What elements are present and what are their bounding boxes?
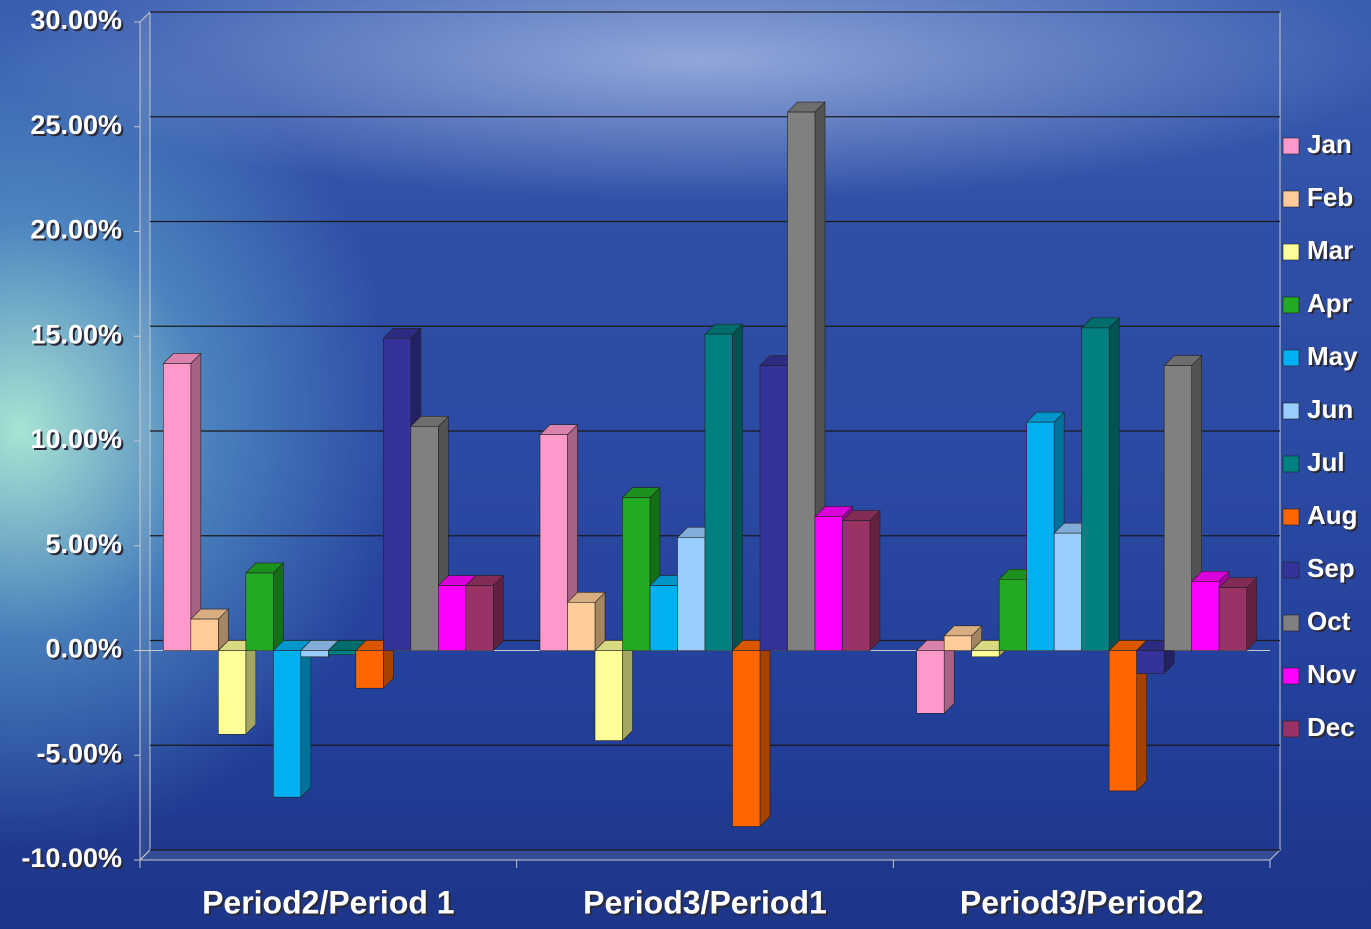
- bar: [677, 537, 706, 651]
- bar: [704, 333, 733, 651]
- side-wall: [139, 10, 151, 862]
- bar: [732, 650, 761, 827]
- legend-label: Jul: [1307, 447, 1345, 477]
- bar-side: [1246, 576, 1257, 652]
- legend-swatch: [1282, 508, 1300, 526]
- bar: [594, 650, 623, 741]
- x-tick-label: Period3/Period1: [583, 884, 827, 920]
- bar: [787, 111, 816, 651]
- bar: [943, 635, 972, 651]
- bar-side: [273, 562, 284, 652]
- bar: [1218, 587, 1247, 651]
- y-tick-label: -10.00%: [21, 843, 122, 873]
- legend-swatch: [1282, 349, 1300, 367]
- bar-side: [190, 352, 202, 652]
- bar: [465, 585, 494, 651]
- legend-label: Jan: [1307, 129, 1352, 159]
- legend-swatch: [1282, 402, 1300, 420]
- bar-side: [869, 509, 881, 652]
- bar-side: [943, 639, 955, 715]
- bar: [842, 520, 871, 651]
- bar: [1026, 421, 1055, 651]
- bar: [814, 516, 843, 651]
- bar: [190, 618, 219, 651]
- bar: [163, 363, 192, 651]
- legend-swatch: [1282, 720, 1300, 738]
- legend-label: Nov: [1307, 659, 1357, 689]
- legend-label: Oct: [1307, 606, 1351, 636]
- x-tick-label: Period2/Period 1: [202, 884, 455, 920]
- y-tick-label: 15.00%: [30, 319, 122, 349]
- bar: [539, 434, 568, 651]
- bar: [1108, 650, 1137, 792]
- legend-swatch: [1282, 243, 1300, 261]
- bar: [355, 650, 384, 689]
- bar-side: [493, 574, 504, 652]
- y-tick-label: 5.00%: [45, 529, 122, 559]
- bar-side: [759, 639, 771, 828]
- bar-side: [1108, 317, 1120, 652]
- legend-label: Apr: [1307, 288, 1352, 318]
- y-tick-label: 0.00%: [45, 634, 122, 664]
- bar-side: [732, 323, 743, 652]
- legend-label: Jun: [1307, 394, 1353, 424]
- bar: [300, 650, 329, 658]
- legend-swatch: [1282, 190, 1300, 208]
- legend-swatch: [1282, 296, 1300, 314]
- bar: [1191, 581, 1220, 651]
- floor: [138, 849, 1282, 861]
- bar: [245, 572, 274, 651]
- legend-label: May: [1307, 341, 1358, 371]
- bar: [438, 585, 467, 651]
- bar-side: [622, 639, 633, 742]
- bar: [218, 650, 247, 735]
- legend-swatch: [1282, 667, 1300, 685]
- legend-swatch: [1282, 614, 1300, 632]
- bar-side: [300, 639, 312, 798]
- legend-label: Aug: [1307, 500, 1358, 530]
- bar: [998, 578, 1027, 651]
- legend-label: Feb: [1307, 182, 1353, 212]
- bar: [383, 338, 412, 651]
- bar: [1081, 327, 1110, 651]
- bar: [971, 650, 1000, 658]
- y-tick-label: 30.00%: [30, 5, 122, 35]
- bar: [328, 650, 357, 655]
- legend-label: Sep: [1307, 553, 1355, 583]
- bar: [1163, 365, 1192, 651]
- legend-label: Dec: [1307, 712, 1355, 742]
- bar: [916, 650, 945, 714]
- bar-side: [245, 639, 257, 736]
- legend-swatch: [1282, 561, 1300, 579]
- bar: [273, 650, 302, 798]
- y-tick-label: 10.00%: [30, 424, 122, 454]
- bar: [759, 365, 788, 651]
- bar: [622, 497, 651, 651]
- legend-swatch: [1282, 455, 1300, 473]
- bar: [1053, 532, 1082, 651]
- legend-swatch: [1282, 137, 1300, 155]
- bar: [567, 602, 596, 651]
- legend-label: Mar: [1307, 235, 1353, 265]
- y-tick-label: 25.00%: [30, 110, 122, 140]
- bar: [649, 585, 678, 651]
- x-tick-label: Period3/Period2: [960, 884, 1204, 920]
- bar: [1136, 650, 1165, 674]
- y-tick-label: -5.00%: [36, 738, 122, 768]
- bar: [410, 426, 439, 651]
- y-tick-label: 20.00%: [30, 215, 122, 245]
